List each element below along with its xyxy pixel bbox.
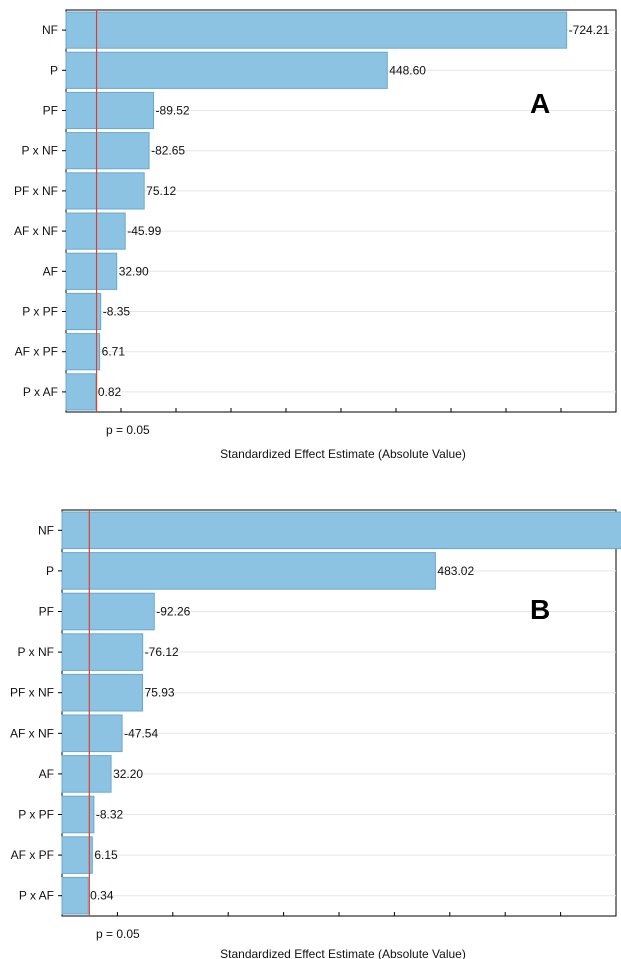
bar [65,51,388,89]
value-label: 448.60 [389,63,426,77]
reference-label: p = 0.05 [96,927,140,941]
category-label: AF x PF [15,345,58,359]
category-label: AF [43,264,58,278]
category-label: P x NF [18,645,54,659]
value-label: -8.32 [96,808,124,822]
category-label: PF x NF [14,184,58,198]
value-label: 0.82 [98,385,122,399]
value-label: -82.65 [151,144,185,158]
value-label: -76.12 [145,645,179,659]
value-label: 6.15 [94,848,118,862]
category-label: AF x NF [10,726,54,740]
category-label: PF x NF [10,686,54,700]
value-label: 75.93 [145,686,175,700]
x-axis-label: Standardized Effect Estimate (Absolute V… [220,447,466,461]
panel-letter: A [530,88,550,119]
bar [61,673,144,712]
bar [61,755,112,793]
bar [61,511,621,550]
value-label: 32.20 [113,767,143,781]
category-label: P [50,63,58,77]
value-label: -92.26 [156,605,190,619]
category-label: AF [39,767,54,781]
bar [65,11,568,49]
reference-label: p = 0.05 [106,423,150,437]
bar [65,132,150,170]
value-label: 6.71 [102,345,126,359]
value-label: -8.35 [103,305,131,319]
bar [61,592,155,631]
x-axis-label: Standardized Effect Estimate (Absolute V… [220,947,466,959]
chart-panel-a: NF -724.21 P 448.60 PF -89.52 P x NF -82.65 PF x… [0,0,621,470]
category-label: P x AF [23,385,58,399]
category-label: NF [42,23,58,37]
bar [65,212,126,250]
value-label: -724.21 [569,23,610,37]
category-label: PF [39,605,54,619]
category-label: NF [38,523,54,537]
bar [61,795,95,834]
bar [65,172,145,210]
bar [65,292,102,331]
category-label: P [46,564,54,578]
category-label: AF x PF [11,848,54,862]
value-label: 75.12 [146,184,176,198]
effect-chart-a: NF -724.21 P 448.60 PF -89.52 P x NF -82.65 PF x… [14,9,617,461]
value-label: -47.54 [124,726,158,740]
category-label: P x PF [22,305,58,319]
value-label: -45.99 [127,224,161,238]
bar [61,714,123,753]
category-label: P x PF [18,808,54,822]
value-label: 483.02 [437,564,474,578]
category-label: P x AF [19,889,54,903]
category-label: PF [43,104,58,118]
value-label: 32.90 [119,264,149,278]
category-label: P x NF [22,144,58,158]
bar [65,91,155,130]
value-label: -89.52 [156,104,190,118]
bar [61,876,89,915]
bar [65,333,101,371]
bar [61,836,93,874]
panel-letter: B [530,594,550,625]
bar [61,552,436,590]
category-label: AF x NF [14,224,58,238]
value-label: 0.34 [90,889,114,903]
bar [65,252,118,290]
bar [65,373,97,411]
bar [61,633,144,671]
